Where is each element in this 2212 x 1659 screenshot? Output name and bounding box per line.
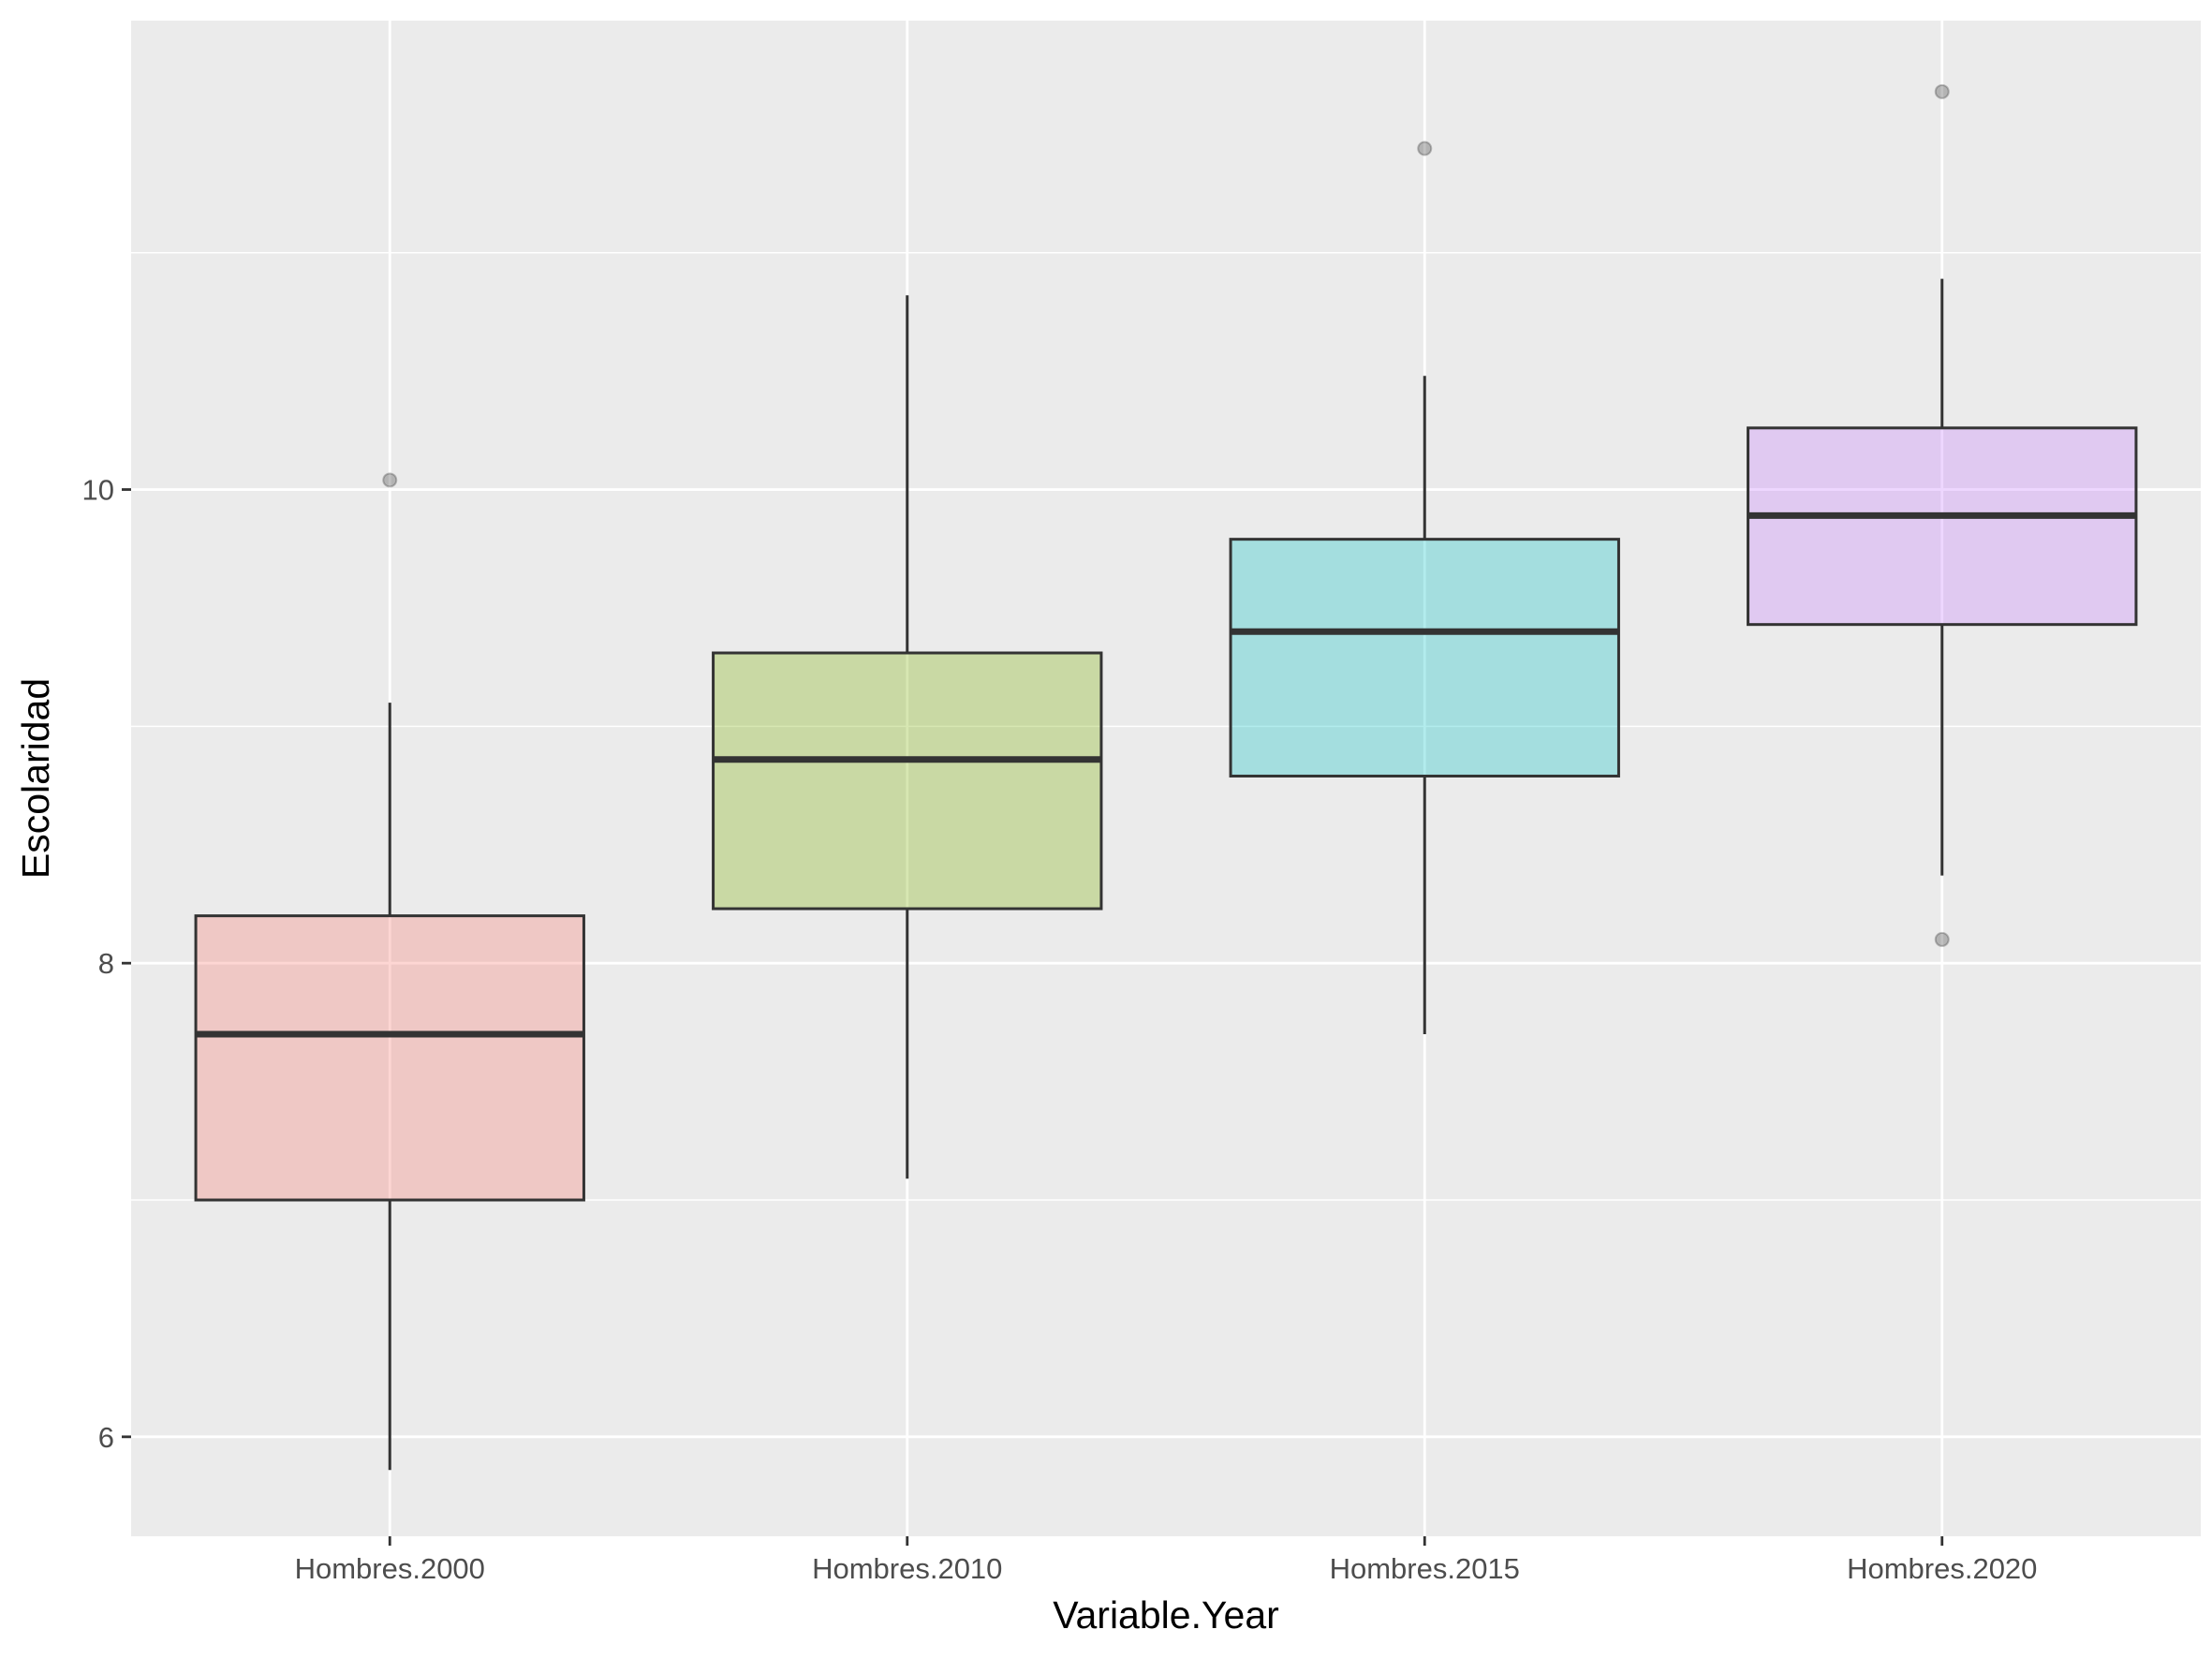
outlier-point bbox=[1934, 931, 1950, 947]
iqr-box bbox=[194, 914, 585, 1202]
x-tick-label: Hombres.2015 bbox=[1330, 1552, 1520, 1585]
outlier-point bbox=[1417, 141, 1433, 156]
y-tick-label: 6 bbox=[98, 1421, 114, 1454]
boxes-layer bbox=[194, 83, 2138, 1471]
x-axis: Hombres.2000 Hombres.2010 Hombres.2015 Homb… bbox=[295, 1536, 2037, 1585]
plot-panel bbox=[131, 21, 2201, 1536]
box-Hombres.2015 bbox=[1229, 141, 1620, 1035]
y-tick-label: 8 bbox=[98, 947, 114, 980]
y-tick-label: 10 bbox=[82, 474, 114, 507]
y-axis-title: Escolaridad bbox=[14, 678, 57, 879]
y-axis: 6 8 10 bbox=[82, 474, 131, 1454]
box-Hombres.2010 bbox=[712, 295, 1103, 1179]
iqr-box bbox=[712, 651, 1103, 911]
x-tick-label: Hombres.2020 bbox=[1847, 1552, 2037, 1585]
box-Hombres.2020 bbox=[1747, 83, 2138, 947]
iqr-box bbox=[1229, 538, 1620, 778]
x-tick-label: Hombres.2010 bbox=[812, 1552, 1002, 1585]
iqr-box bbox=[1747, 426, 2138, 627]
outlier-point bbox=[1934, 83, 1950, 99]
x-tick-label: Hombres.2000 bbox=[295, 1552, 485, 1585]
box-Hombres.2000 bbox=[194, 472, 585, 1471]
x-axis-title: Variable.Year bbox=[1053, 1593, 1279, 1637]
outlier-point bbox=[382, 472, 398, 488]
